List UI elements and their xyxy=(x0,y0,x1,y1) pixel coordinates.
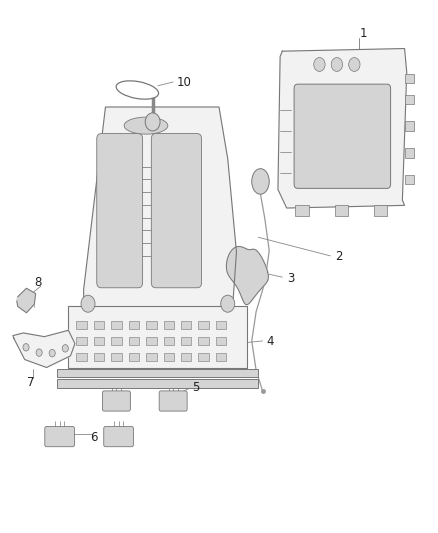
Bar xyxy=(129,321,139,329)
Circle shape xyxy=(62,345,68,352)
Bar xyxy=(181,337,191,345)
FancyBboxPatch shape xyxy=(102,391,131,411)
Bar xyxy=(181,353,191,361)
Circle shape xyxy=(23,344,29,351)
Ellipse shape xyxy=(252,168,269,194)
Bar xyxy=(198,337,209,345)
Ellipse shape xyxy=(124,117,168,134)
Text: 5: 5 xyxy=(192,381,199,394)
Polygon shape xyxy=(278,49,407,208)
Bar xyxy=(405,148,414,158)
Circle shape xyxy=(221,295,235,312)
Bar xyxy=(94,321,104,329)
Bar xyxy=(57,368,258,377)
Circle shape xyxy=(81,295,95,312)
FancyBboxPatch shape xyxy=(151,134,201,288)
Bar xyxy=(146,321,156,329)
Circle shape xyxy=(36,349,42,357)
Text: 7: 7 xyxy=(27,376,34,389)
Text: 4: 4 xyxy=(266,335,274,349)
Polygon shape xyxy=(84,107,237,314)
Bar xyxy=(111,321,122,329)
Bar xyxy=(146,353,156,361)
Bar xyxy=(76,337,87,345)
Bar xyxy=(68,306,247,368)
FancyBboxPatch shape xyxy=(104,426,134,447)
Text: 2: 2 xyxy=(335,251,342,263)
Bar xyxy=(216,353,226,361)
Bar xyxy=(216,337,226,345)
Circle shape xyxy=(145,113,160,131)
Polygon shape xyxy=(226,247,268,305)
FancyBboxPatch shape xyxy=(159,391,187,411)
FancyBboxPatch shape xyxy=(45,426,74,447)
Bar xyxy=(76,321,87,329)
Text: 10: 10 xyxy=(176,76,191,88)
Bar xyxy=(111,337,122,345)
Circle shape xyxy=(331,58,343,71)
Bar xyxy=(405,95,414,104)
Text: 8: 8 xyxy=(34,276,42,289)
Bar xyxy=(181,321,191,329)
Bar xyxy=(405,122,414,131)
Circle shape xyxy=(314,58,325,71)
FancyBboxPatch shape xyxy=(97,134,143,288)
Bar xyxy=(216,321,226,329)
Bar xyxy=(335,205,348,216)
Bar xyxy=(405,74,414,83)
Bar xyxy=(94,337,104,345)
Bar xyxy=(94,353,104,361)
Bar xyxy=(374,205,387,216)
FancyBboxPatch shape xyxy=(294,84,391,188)
Bar xyxy=(129,337,139,345)
Text: 9: 9 xyxy=(97,205,105,218)
Bar xyxy=(129,353,139,361)
Text: 6: 6 xyxy=(90,431,98,444)
Bar xyxy=(198,321,209,329)
Bar xyxy=(146,337,156,345)
Circle shape xyxy=(349,58,360,71)
Bar xyxy=(405,174,414,184)
Bar xyxy=(76,353,87,361)
Bar xyxy=(163,337,174,345)
Bar xyxy=(163,353,174,361)
Text: 1: 1 xyxy=(360,27,367,40)
Bar xyxy=(163,321,174,329)
Text: 3: 3 xyxy=(287,272,294,285)
Bar xyxy=(295,205,308,216)
Bar xyxy=(111,353,122,361)
Circle shape xyxy=(49,350,55,357)
Polygon shape xyxy=(17,288,35,313)
Polygon shape xyxy=(13,330,75,368)
Bar xyxy=(198,353,209,361)
Bar xyxy=(57,379,258,387)
